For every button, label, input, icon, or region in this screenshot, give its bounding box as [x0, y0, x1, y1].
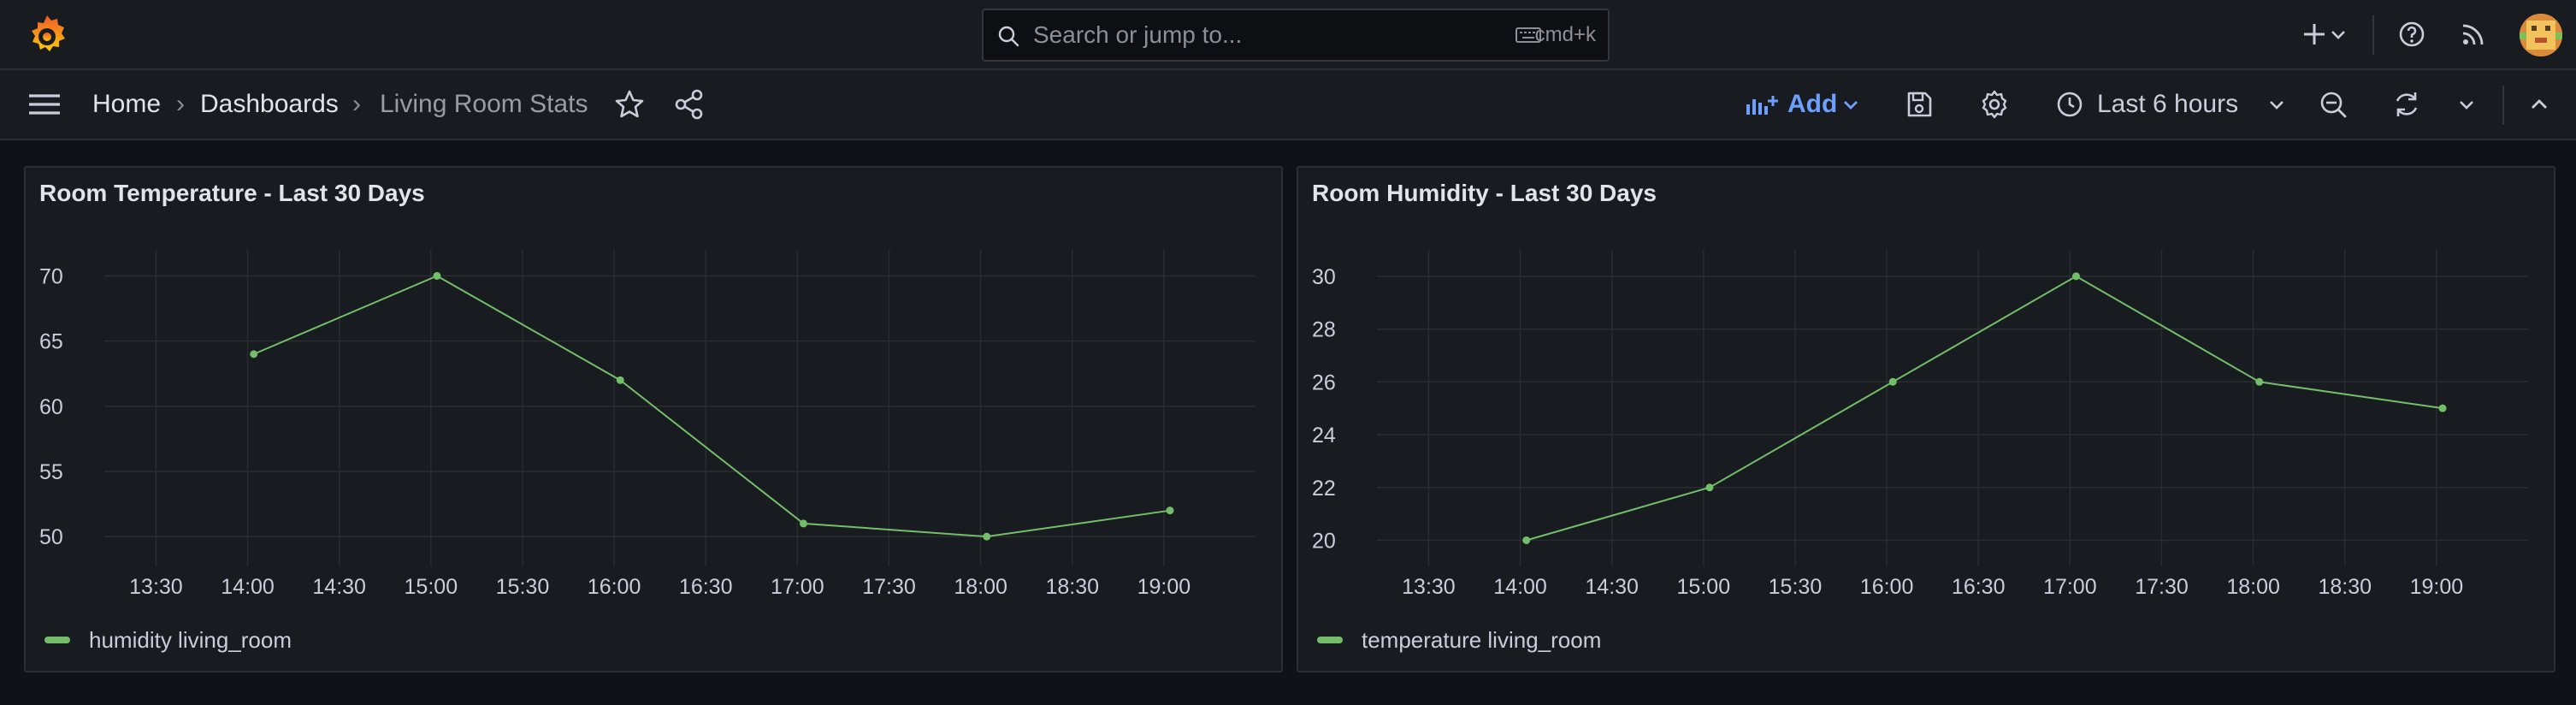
- breadcrumb-current: Living Room Stats: [380, 90, 588, 118]
- y-tick-label: 65: [39, 330, 63, 354]
- x-tick-label: 16:30: [679, 575, 733, 599]
- search-bar[interactable]: Search or jump to... cmd+k: [982, 9, 1610, 62]
- breadcrumb-separator-icon: ›: [352, 90, 361, 118]
- x-tick-label: 16:00: [588, 575, 641, 599]
- x-tick-label: 15:30: [496, 575, 550, 599]
- x-tick-label: 14:00: [221, 575, 275, 599]
- y-tick-label: 22: [1312, 477, 1336, 501]
- dashboard-nav-bar: Home › Dashboards › Living Room Stats Ad…: [0, 70, 2576, 140]
- x-tick-label: 19:00: [1137, 575, 1191, 599]
- zoom-out-icon[interactable]: [2316, 87, 2350, 121]
- toolbar-divider: [2502, 86, 2504, 125]
- data-point[interactable]: [983, 532, 991, 541]
- search-shortcut: cmd+k: [1534, 23, 1596, 46]
- y-tick-label: 60: [39, 395, 63, 419]
- search-icon: [998, 26, 1019, 47]
- y-tick-label: 20: [1312, 529, 1336, 553]
- y-tick-label: 26: [1312, 370, 1336, 394]
- toolbar-divider: [2372, 15, 2374, 55]
- menu-icon[interactable]: [26, 87, 63, 121]
- share-icon[interactable]: [672, 87, 706, 121]
- chevron-up-icon[interactable]: [2526, 87, 2552, 121]
- time-range-label: Last 6 hours: [2097, 90, 2239, 118]
- y-tick-label: 28: [1312, 318, 1336, 342]
- x-tick-label: 13:30: [129, 575, 183, 599]
- temperature-panel[interactable]: Room Temperature - Last 30 Days 13:30 14:…: [24, 166, 1283, 672]
- x-tick-label: 17:30: [2135, 575, 2189, 599]
- data-point[interactable]: [250, 350, 258, 358]
- x-tick-label: 16:30: [1952, 575, 2006, 599]
- legend-label: temperature living_room: [1362, 627, 1602, 653]
- panel-title: Room Humidity - Last 30 Days: [1312, 180, 1657, 206]
- y-tick-label: 24: [1312, 424, 1336, 447]
- legend-label: humidity living_room: [89, 627, 292, 653]
- data-point[interactable]: [1705, 483, 1714, 492]
- x-tick-label: 18:30: [1045, 575, 1099, 599]
- breadcrumb-dashboards[interactable]: Dashboards: [200, 90, 339, 118]
- help-icon[interactable]: [2395, 17, 2429, 51]
- chevron-down-icon[interactable]: [2328, 17, 2349, 51]
- settings-gear-icon[interactable]: [1977, 87, 2012, 121]
- data-point[interactable]: [2255, 377, 2264, 386]
- x-tick-label: 17:00: [2043, 575, 2097, 599]
- series-line: [253, 275, 1171, 538]
- data-point[interactable]: [1522, 536, 1531, 544]
- y-tick-label: 30: [1312, 265, 1336, 289]
- x-tick-label: 15:00: [1677, 575, 1731, 599]
- temperature-line-chart: 13:30 14:00 14:30 15:00 15:30 16:00 16:30 17:00…: [39, 250, 1256, 599]
- chevron-down-icon: [2270, 101, 2284, 110]
- humidity-panel[interactable]: Room Humidity - Last 30 Days 13:30 14:00 1…: [1297, 166, 2555, 672]
- data-point[interactable]: [1888, 377, 1897, 386]
- avatar-icon: [2520, 14, 2562, 56]
- star-icon[interactable]: [612, 87, 647, 121]
- x-tick-label: 17:30: [862, 575, 916, 599]
- legend-swatch: [1317, 637, 1343, 643]
- y-tick-label: 70: [39, 264, 63, 288]
- chevron-down-icon: [1844, 101, 1858, 110]
- y-tick-label: 55: [39, 460, 63, 484]
- data-point[interactable]: [799, 519, 807, 528]
- data-point[interactable]: [2071, 272, 2080, 281]
- x-tick-label: 16:00: [1860, 575, 1914, 599]
- x-tick-label: 18:00: [2226, 575, 2280, 599]
- refresh-icon[interactable]: [2390, 87, 2424, 121]
- x-tick-label: 19:00: [2410, 575, 2464, 599]
- x-tick-label: 18:30: [2318, 575, 2372, 599]
- keyboard-icon: [1515, 27, 1541, 43]
- grafana-logo-icon[interactable]: [24, 12, 70, 58]
- x-tick-label: 14:30: [312, 575, 366, 599]
- add-panel-icon: [1746, 96, 1778, 115]
- data-point[interactable]: [1166, 507, 1174, 515]
- x-tick-label: 15:00: [405, 575, 458, 599]
- data-point[interactable]: [433, 271, 441, 280]
- clock-icon: [2057, 92, 2083, 117]
- breadcrumb-separator-icon: ›: [176, 90, 185, 118]
- refresh-interval-chevron-icon[interactable]: [2456, 87, 2477, 121]
- panel-title: Room Temperature - Last 30 Days: [39, 180, 425, 206]
- user-avatar[interactable]: [2520, 14, 2562, 56]
- x-tick-label: 14:30: [1585, 575, 1639, 599]
- top-bar: Search or jump to... cmd+k: [0, 0, 2576, 70]
- x-tick-label: 18:00: [954, 575, 1007, 599]
- save-icon[interactable]: [1902, 87, 1936, 121]
- data-point[interactable]: [616, 376, 624, 384]
- x-tick-label: 14:00: [1493, 575, 1547, 599]
- add-button-label: Add: [1787, 90, 1838, 118]
- search-placeholder: Search or jump to...: [1033, 21, 1243, 48]
- series-line: [1526, 275, 2443, 542]
- breadcrumb-home[interactable]: Home: [92, 90, 162, 118]
- x-tick-label: 13:30: [1402, 575, 1456, 599]
- y-tick-label: 50: [39, 525, 63, 549]
- x-tick-label: 17:00: [771, 575, 824, 599]
- news-feed-icon[interactable]: [2456, 17, 2490, 51]
- data-point[interactable]: [2438, 404, 2447, 412]
- x-tick-label: 15:30: [1769, 575, 1823, 599]
- humidity-line-chart: 13:30 14:00 14:30 15:00 15:30 16:00 16:30 17:00…: [1312, 250, 2528, 599]
- legend-swatch: [44, 637, 70, 643]
- plus-icon[interactable]: [2297, 17, 2331, 51]
